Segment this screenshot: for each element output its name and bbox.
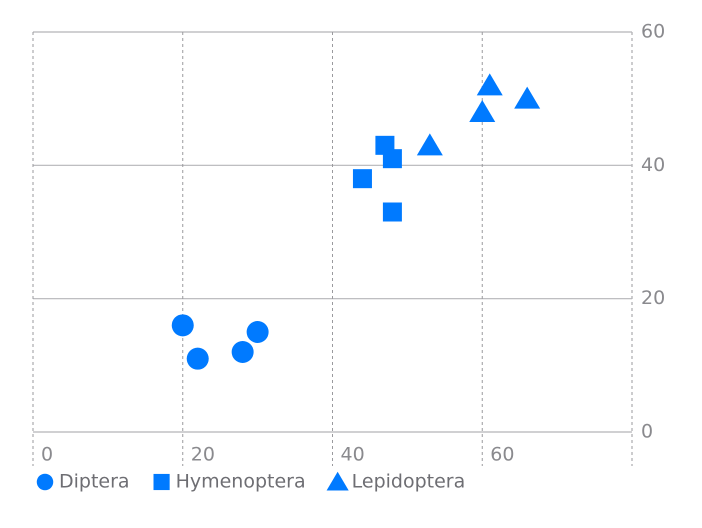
point bbox=[416, 133, 443, 156]
legend-symbol bbox=[153, 473, 170, 491]
point bbox=[469, 100, 496, 122]
x-tick-label: 0 bbox=[41, 444, 53, 466]
point bbox=[352, 169, 372, 189]
y-tick-label: 60 bbox=[641, 21, 665, 43]
legend-label: Diptera bbox=[59, 471, 130, 493]
point bbox=[186, 347, 209, 370]
y-tick-label: 40 bbox=[641, 154, 665, 176]
point bbox=[476, 73, 503, 96]
legend-symbol bbox=[326, 471, 349, 491]
y-tick-label: 20 bbox=[641, 287, 665, 309]
legend-symbol bbox=[36, 473, 54, 491]
legend-label: Lepidoptera bbox=[352, 471, 466, 493]
point bbox=[382, 149, 402, 169]
x-tick-label: 20 bbox=[191, 444, 215, 466]
legend-label: Hymenoptera bbox=[176, 471, 306, 493]
x-tick-label: 40 bbox=[341, 444, 365, 466]
point bbox=[382, 202, 402, 222]
point bbox=[514, 86, 541, 109]
point bbox=[171, 314, 194, 337]
x-tick-label: 60 bbox=[490, 444, 514, 466]
point bbox=[246, 321, 269, 343]
point bbox=[231, 341, 254, 363]
y-tick-label: 0 bbox=[641, 421, 653, 443]
